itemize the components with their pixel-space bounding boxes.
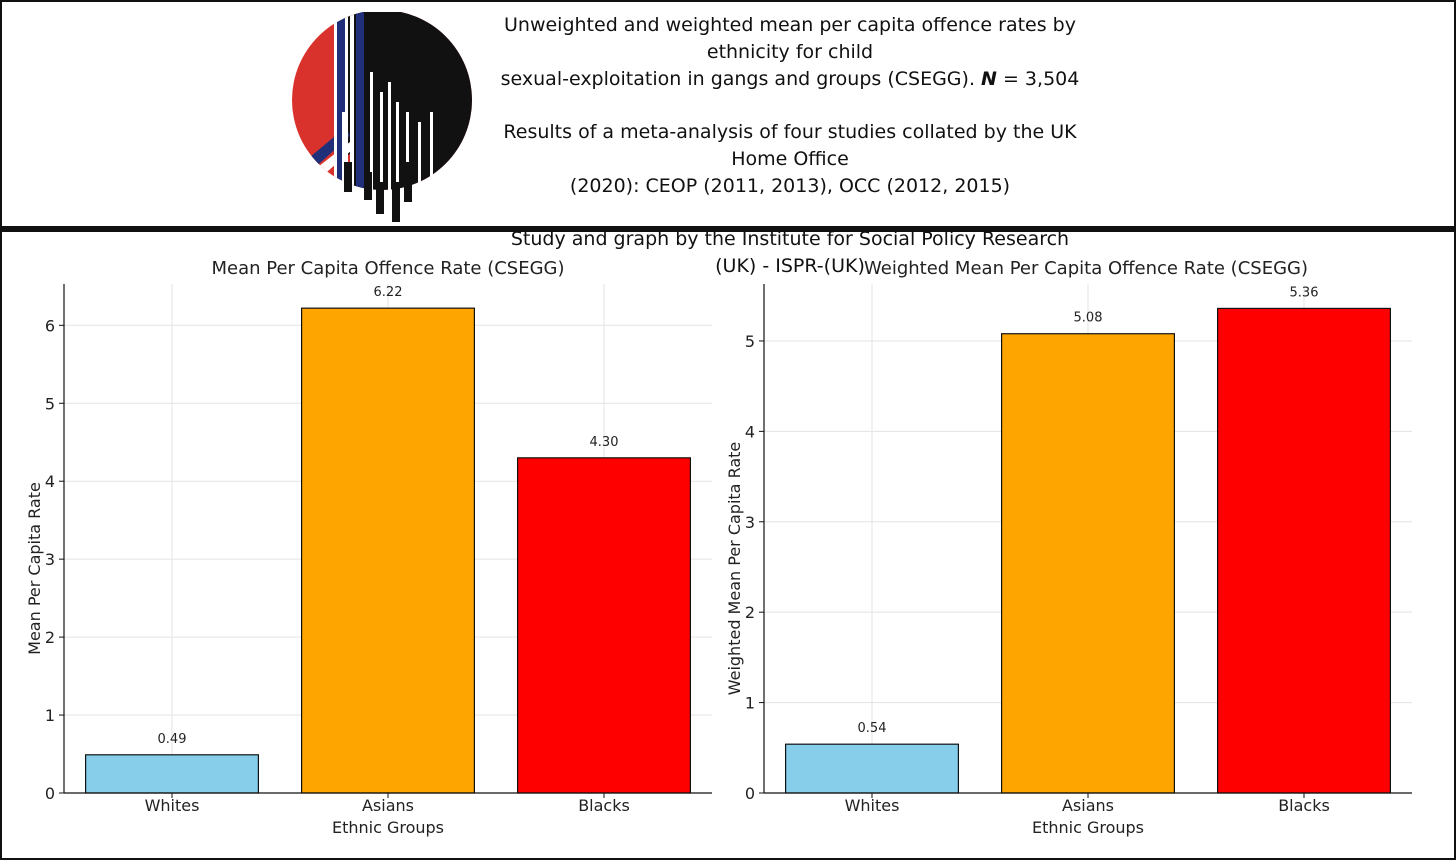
chart-title: Mean Per Capita Offence Rate (CSEGG) <box>211 258 564 279</box>
header-panel: Unweighted and weighted mean per capita … <box>0 0 1456 277</box>
bar-whites <box>84 754 260 794</box>
bar-blacks <box>1217 307 1392 794</box>
x-tick-label: Blacks <box>1278 796 1330 815</box>
data-label: 0.54 <box>858 721 887 736</box>
chart-title: Weighted Mean Per Capita Offence Rate (C… <box>864 258 1308 279</box>
n-symbol: N <box>981 68 997 90</box>
header-divider <box>0 228 1456 232</box>
y-tick-label: 3 <box>745 513 755 532</box>
y-axis-label: Weighted Mean Per Capita Rate <box>725 442 744 696</box>
title-line-2: sexual-exploitation in gangs and groups … <box>490 66 1090 93</box>
charts-panel <box>0 232 1456 860</box>
y-tick-label: 3 <box>45 550 55 569</box>
chart-weighted: 0.54 5.08 5.36 0 1 2 3 4 5 Whites Asians Blacks Weig… <box>725 258 1412 837</box>
credit-line: Study and graph by the Institute for Soc… <box>510 228 1070 277</box>
title-line-2-prefix: sexual-exploitation in gangs and groups … <box>500 68 982 90</box>
x-axis-label: Ethnic Groups <box>1032 818 1144 837</box>
results-line-1: Results of a meta-analysis of four studi… <box>503 121 1077 170</box>
data-label: 6.22 <box>374 285 403 300</box>
bar-blacks <box>516 457 691 794</box>
results-line-2: (2020): CEOP (2011, 2013), OCC (2012, 20… <box>569 175 1011 197</box>
y-tick-label: 4 <box>45 472 55 491</box>
y-tick-label: 0 <box>745 784 755 803</box>
y-tick-label: 5 <box>45 394 55 413</box>
header-text: Unweighted and weighted mean per capita … <box>490 12 1090 280</box>
y-tick-label: 2 <box>745 603 755 622</box>
y-axis-label: Mean Per Capita Rate <box>25 482 44 655</box>
y-tick-label: 5 <box>745 332 755 351</box>
data-label: 5.36 <box>1290 285 1319 300</box>
y-tick-label: 1 <box>745 694 755 713</box>
bar-whites <box>784 743 960 794</box>
x-tick-label: Whites <box>145 796 200 815</box>
data-label: 4.30 <box>590 435 619 450</box>
ispr-logo-icon <box>292 12 472 222</box>
y-tick-label: 0 <box>45 784 55 803</box>
x-axis-label: Ethnic Groups <box>332 818 444 837</box>
y-tick-label: 4 <box>745 422 755 441</box>
title-line-1: Unweighted and weighted mean per capita … <box>504 14 1076 63</box>
bar-asians <box>1001 333 1176 794</box>
x-tick-label: Asians <box>1062 796 1114 815</box>
chart-unweighted: 0.49 6.22 4.30 0 1 2 3 4 5 6 Whites Asians Blacks Mea… <box>25 258 712 837</box>
y-tick-label: 6 <box>45 316 55 335</box>
y-tick-label: 2 <box>45 628 55 647</box>
x-tick-label: Blacks <box>578 796 630 815</box>
x-tick-label: Asians <box>362 796 414 815</box>
data-label: 0.49 <box>158 732 187 747</box>
y-tick-label: 1 <box>45 706 55 725</box>
n-value: = 3,504 <box>996 68 1080 90</box>
data-label: 5.08 <box>1074 311 1103 326</box>
x-tick-label: Whites <box>845 796 900 815</box>
bar-asians <box>301 307 476 794</box>
